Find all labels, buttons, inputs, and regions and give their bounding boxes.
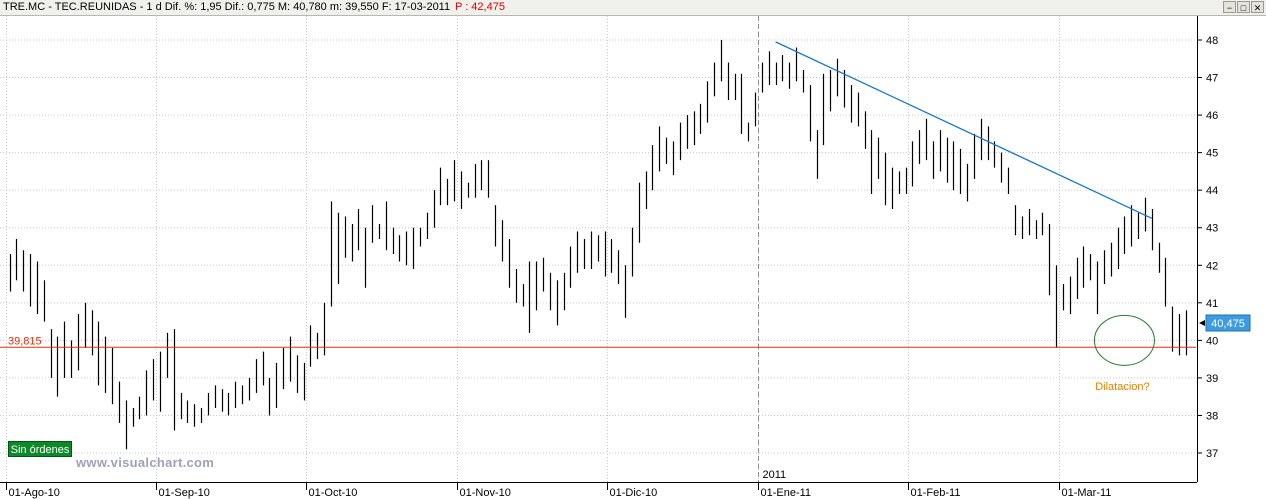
y-tick-label: 39 [1206, 373, 1218, 385]
chart-overlays: 39,815 Dilatacion? [0, 41, 1196, 393]
y-tick-label: 44 [1206, 185, 1218, 197]
orders-status-badge[interactable]: Sin órdenes [8, 441, 72, 457]
y-tick-label: 45 [1206, 148, 1218, 160]
x-tick-label: 01-Ago-10 [9, 487, 60, 499]
chart-title: TRE.MC - TEC.REUNIDAS - 1 d Dif. %: 1,95… [3, 1, 451, 13]
window-title-bar: TRE.MC - TEC.REUNIDAS - 1 d Dif. %: 1,95… [0, 0, 1266, 16]
y-tick-label: 43 [1206, 223, 1218, 235]
close-button[interactable]: ✕ [1251, 1, 1264, 13]
x-tick-label: 01-Sep-10 [159, 487, 210, 499]
x-tick-label: 01-Feb-11 [911, 487, 961, 499]
y-tick-label: 48 [1206, 35, 1218, 47]
watermark-text: www.visualchart.com [76, 455, 215, 470]
x-tick-label: 01-Mar-11 [1062, 487, 1112, 499]
grid [0, 16, 1196, 482]
ohlc-bars [9, 40, 1188, 450]
price-chart[interactable]: 39,815 Dilatacion? 37 38 39 40 41 42 43 44 45 46 47… [0, 16, 1266, 499]
y-tick-label: 41 [1206, 298, 1218, 310]
x-tick-label: 01-Nov-10 [460, 487, 511, 499]
maximize-button[interactable]: □ [1237, 1, 1250, 13]
resistance-trend-line [775, 41, 1153, 219]
y-tick-label: 37 [1206, 448, 1218, 460]
year-marker-bg [759, 467, 796, 480]
y-tick-label: 40 [1206, 335, 1218, 347]
x-tick-label: 01-Dic-10 [610, 487, 658, 499]
x-tick-label: 01-Ene-11 [761, 487, 812, 499]
annotation-label: Dilatacion? [1095, 381, 1149, 393]
support-line-label: 39,815 [8, 335, 42, 347]
highlight-circle [1093, 314, 1155, 366]
year-marker-label: 2011 [763, 469, 787, 481]
axes: 37 38 39 40 41 42 43 44 45 46 47 48 40,475 01-Ago-10 0… [0, 16, 1251, 499]
price-pointer-icon [1199, 320, 1205, 326]
current-price-tag [1205, 314, 1251, 332]
minimize-button[interactable]: − [1223, 1, 1236, 13]
y-tick-label: 47 [1206, 73, 1218, 85]
current-price-label: 40,475 [1211, 318, 1245, 330]
last-price-label: P : 42,475 [455, 1, 505, 13]
y-tick-label: 42 [1206, 260, 1218, 272]
x-tick-label: 01-Oct-10 [309, 487, 358, 499]
y-tick-label: 46 [1206, 110, 1218, 122]
y-tick-label: 38 [1206, 410, 1218, 422]
